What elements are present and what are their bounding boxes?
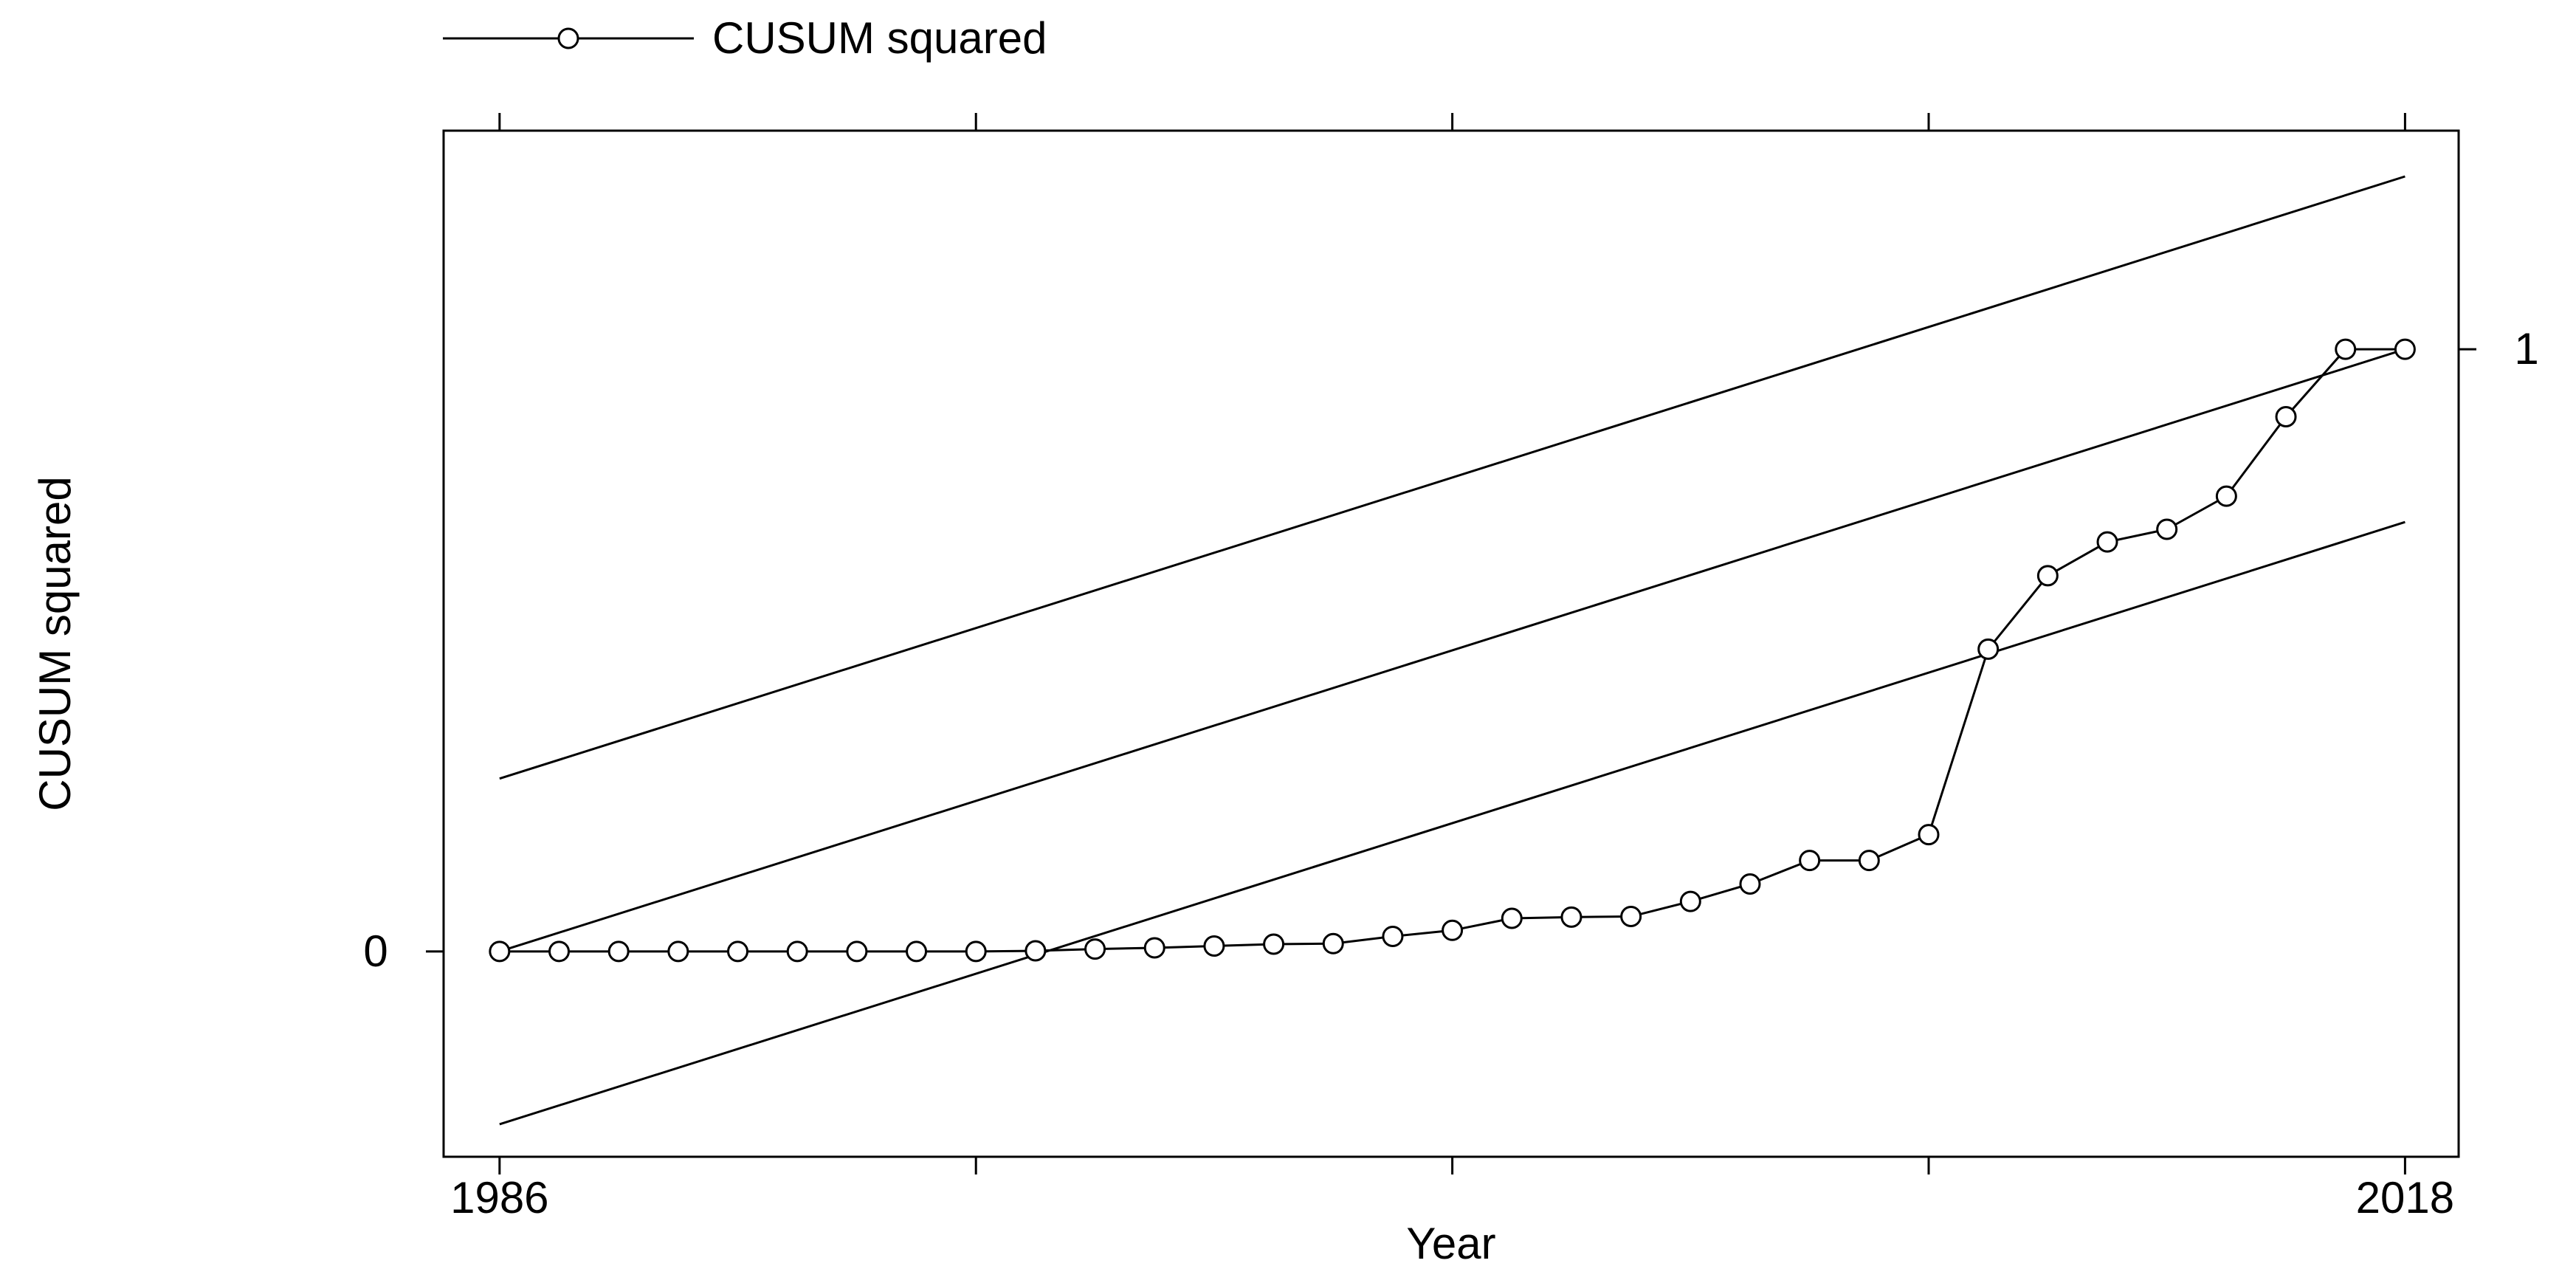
cusum-squared-point	[489, 940, 511, 963]
cusum-squared-point	[965, 940, 987, 963]
cusum-squared-point	[1263, 933, 1285, 955]
cusum-squared-point	[1858, 850, 1880, 872]
bound-lines	[499, 175, 2405, 1126]
cusum-squared-point	[2394, 338, 2416, 360]
legend-marker-sample	[557, 27, 579, 49]
cusum-squared-point	[786, 940, 808, 963]
cusum-squared-point	[1799, 850, 1821, 872]
x-axis-label: Year	[1406, 1219, 1495, 1268]
cusum-squared-point	[2096, 531, 2118, 553]
cusum-squared-point	[1501, 907, 1523, 929]
cusum-squared-point	[2275, 405, 2297, 427]
cusum-squared-point	[906, 940, 928, 963]
cusum-squared-point	[1918, 824, 1940, 846]
cusum-squared-point	[2036, 565, 2059, 587]
cusum-squared-point	[1442, 919, 1464, 941]
x-tick-label: 2018	[2356, 1173, 2454, 1222]
cusum-squared-point	[607, 940, 630, 963]
cusum-squared-point	[1739, 873, 1761, 895]
cusum-squared-point	[1084, 938, 1106, 960]
x-tick-label: 1986	[450, 1173, 548, 1222]
cusum-squared-point	[1024, 940, 1047, 962]
reference-line	[499, 348, 2405, 953]
legend: CUSUM squared	[443, 13, 1047, 63]
cusum-squared-point	[667, 940, 689, 963]
legend-label: CUSUM squared	[712, 13, 1047, 63]
cusum-squared-point	[1679, 890, 1701, 912]
lower-bound-line	[499, 520, 2405, 1126]
axes: 1986 2018 0 1	[363, 113, 2539, 1222]
cusum-series	[489, 338, 2416, 963]
cusum-squared-point	[1560, 906, 1583, 928]
y-tick-label-right: 1	[2514, 324, 2538, 374]
cusum-squared-point	[2156, 518, 2178, 540]
cusum-squared-point	[846, 940, 868, 963]
cusum-squared-point	[2215, 485, 2237, 507]
plot-area-frame	[442, 129, 2460, 1158]
y-tick-label-left: 0	[363, 926, 388, 976]
upper-bound-line	[499, 175, 2405, 780]
cusum-squared-point	[1977, 638, 2000, 660]
cusum-squared-point	[1143, 937, 1165, 959]
cusum-squared-point	[1322, 932, 1344, 954]
cusum-squared-point	[548, 940, 571, 963]
cusum-squared-point	[1620, 906, 1642, 928]
cusum-squared-point	[1382, 925, 1404, 947]
cusum-squared-point	[727, 940, 749, 963]
y-axis-label: CUSUM squared	[30, 476, 80, 811]
cusum-squared-point	[1203, 935, 1225, 957]
cusum-squared-point	[2335, 338, 2357, 360]
